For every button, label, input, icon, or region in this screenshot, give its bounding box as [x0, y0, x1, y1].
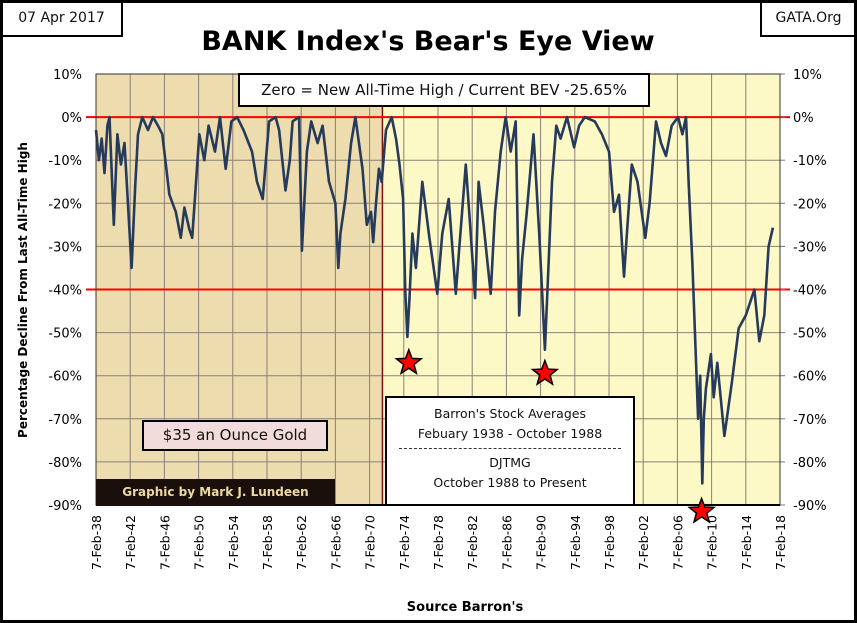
date-box: 07 Apr 2017 [3, 3, 123, 37]
star-marker [687, 496, 717, 524]
y-tick-label-left: -80% [48, 456, 82, 471]
y-tick-label-right: 0% [793, 111, 814, 126]
source-line-3: DJTMG [489, 455, 531, 470]
x-tick-label: 7-Feb-50 [192, 515, 207, 570]
x-tick-label: 7-Feb-74 [397, 515, 412, 570]
x-tick-label: 7-Feb-94 [568, 515, 583, 570]
gold-note-box: $35 an Ounce Gold [142, 420, 328, 451]
y-tick-label-left: -20% [48, 197, 82, 212]
y-axis-title: Percentage Decline From Last All-Time Hi… [16, 142, 30, 438]
source-divider [399, 448, 621, 449]
credit-label: Graphic by Mark J. Lundeen [96, 479, 335, 506]
x-tick-label: 7-Feb-18 [773, 515, 788, 570]
y-tick-label-right: -50% [793, 327, 827, 342]
y-tick-label-right: -90% [793, 499, 827, 514]
star-marker [394, 347, 424, 376]
x-tick-label: 7-Feb-02 [636, 515, 651, 570]
x-tick-label: 7-Feb-70 [363, 515, 378, 570]
y-tick-label-right: 10% [793, 68, 822, 83]
x-tick-label: 7-Feb-14 [739, 515, 754, 570]
x-tick-label: 7-Feb-10 [705, 515, 720, 570]
source-legend-box: Barron's Stock Averages Febuary 1938 - O… [385, 396, 635, 506]
x-tick-label: 7-Feb-66 [328, 515, 343, 570]
x-tick-label: 7-Feb-90 [534, 515, 549, 570]
zero-note-box: Zero = New All-Time High / Current BEV -… [238, 73, 650, 107]
site-box: GATA.Org [760, 3, 854, 37]
x-axis-title: Source Barron's [407, 600, 524, 615]
x-tick-label: 7-Feb-86 [499, 515, 514, 570]
y-tick-label-right: -30% [793, 240, 827, 255]
source-line-2: Febuary 1938 - October 1988 [417, 426, 603, 441]
x-tick-label: 7-Feb-58 [260, 515, 275, 570]
x-tick-label: 7-Feb-42 [123, 515, 138, 570]
y-tick-label-left: -50% [48, 327, 82, 342]
y-tick-label-right: -70% [793, 413, 827, 428]
x-tick-label: 7-Feb-46 [157, 515, 172, 570]
x-tick-label: 7-Feb-38 [89, 515, 104, 570]
x-tick-label: 7-Feb-98 [602, 515, 617, 570]
y-tick-label-left: -10% [48, 154, 82, 169]
source-line-4: October 1988 to Present [433, 475, 587, 490]
y-tick-label-right: -60% [793, 370, 827, 385]
y-tick-label-right: -10% [793, 154, 827, 169]
x-tick-label: 7-Feb-62 [294, 515, 309, 570]
x-tick-label: 7-Feb-06 [670, 515, 685, 570]
star-marker [530, 358, 560, 386]
y-tick-label-left: -90% [48, 499, 82, 514]
bev-series-line [94, 115, 775, 485]
x-tick-label: 7-Feb-82 [465, 515, 480, 570]
y-tick-label-left: -60% [48, 370, 82, 385]
y-tick-label-right: -80% [793, 456, 827, 471]
y-tick-label-right: -40% [793, 284, 827, 299]
y-tick-label-left: -70% [48, 413, 82, 428]
y-tick-label-left: 10% [53, 68, 82, 83]
chart-title: BANK Index's Bear's Eye View [201, 26, 654, 57]
source-line-1: Barron's Stock Averages [434, 406, 586, 421]
y-tick-label-right: -20% [793, 197, 827, 212]
y-tick-label-left: -30% [48, 240, 82, 255]
y-tick-label-left: 0% [61, 111, 82, 126]
x-tick-label: 7-Feb-78 [431, 515, 446, 570]
y-tick-label-left: -40% [48, 284, 82, 299]
x-tick-label: 7-Feb-54 [226, 515, 241, 570]
